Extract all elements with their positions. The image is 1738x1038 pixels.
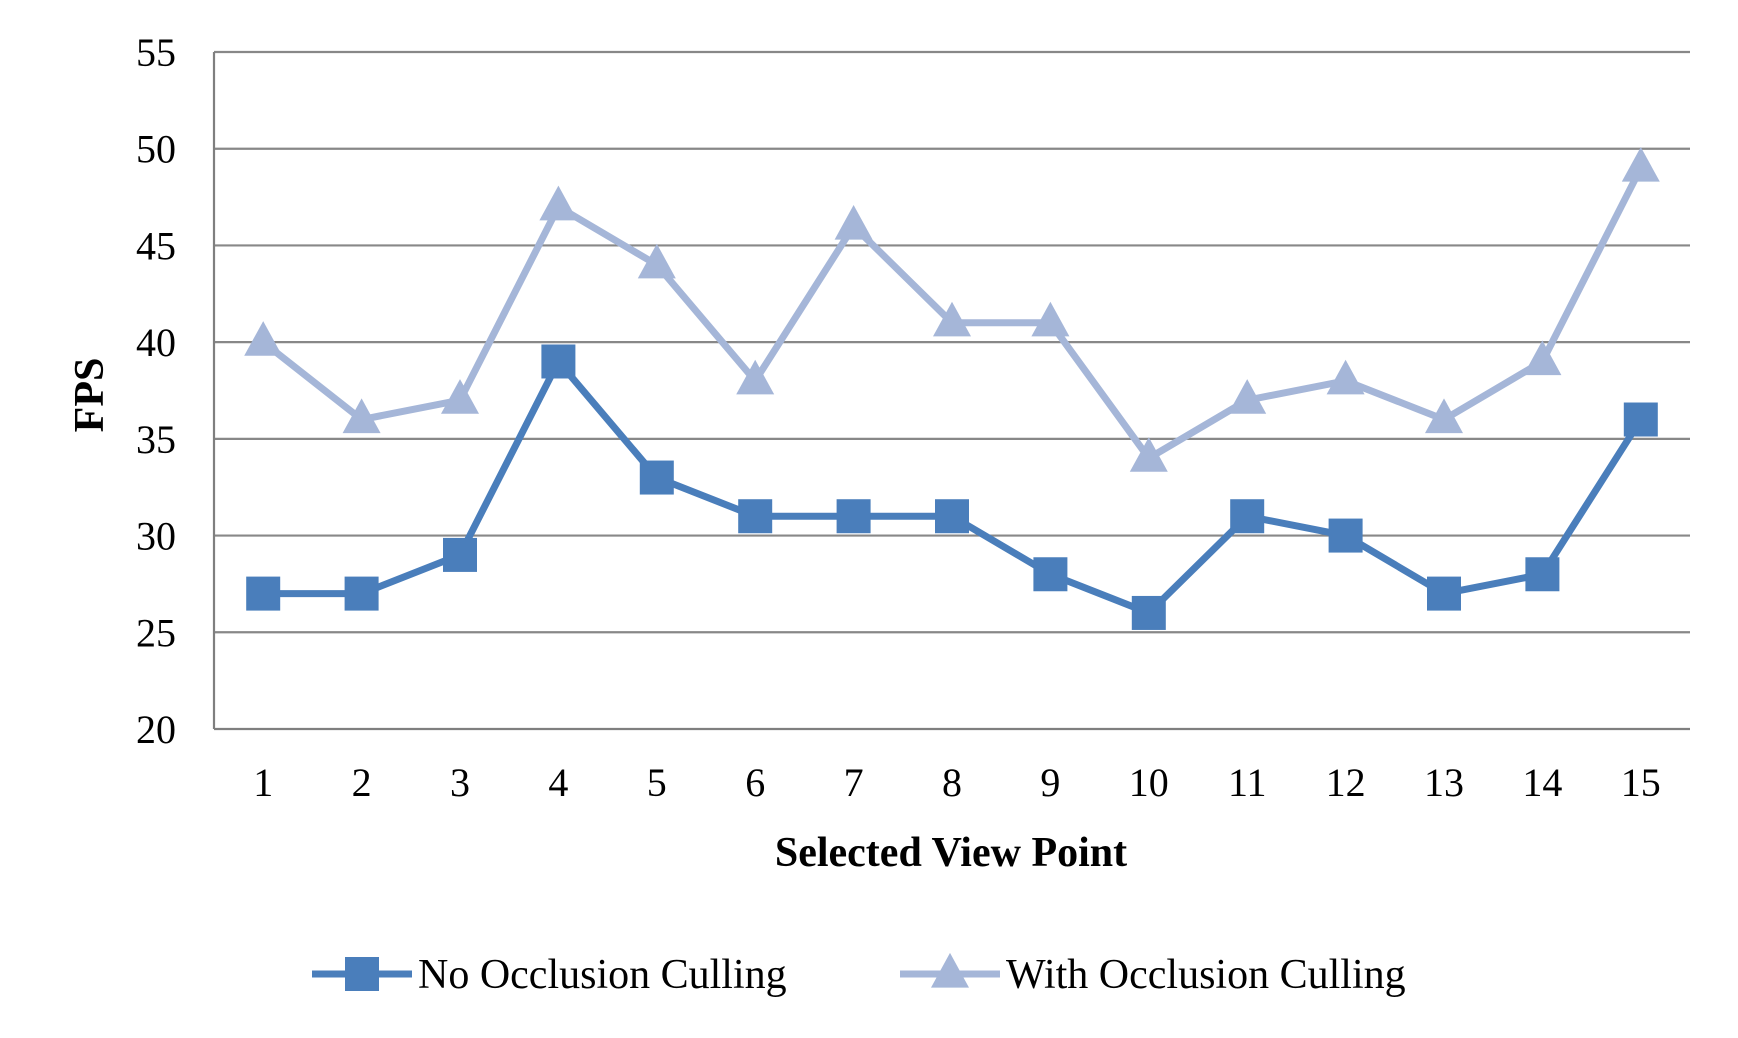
x-tick-label: 6 [745, 760, 765, 805]
data-point [1228, 379, 1267, 414]
data-point [1427, 576, 1461, 611]
legend-label: With Occlusion Culling [1006, 952, 1406, 998]
data-point [1328, 518, 1363, 553]
y-axis-ticks: 20 25 30 35 40 45 50 55 [136, 30, 176, 752]
y-axis-title: FPS [67, 358, 113, 433]
x-tick-label: 12 [1326, 760, 1366, 805]
data-point [1523, 340, 1562, 376]
x-tick-label: 13 [1424, 760, 1464, 805]
data-point [639, 460, 674, 495]
x-tick-label: 5 [647, 760, 667, 805]
x-tick-label: 3 [450, 760, 470, 805]
data-point [541, 344, 576, 379]
data-point [441, 379, 479, 414]
x-axis-ticks: 1 2 3 4 5 6 7 8 9 10 11 12 13 14 15 [253, 760, 1661, 805]
data-point [342, 398, 381, 434]
legend-label: No Occlusion Culling [418, 952, 787, 998]
legend-marker [345, 957, 379, 991]
data-point [246, 576, 281, 611]
y-tick-label: 50 [136, 127, 176, 172]
data-point [1033, 557, 1068, 592]
data-point [738, 499, 773, 534]
legend-item-1: No Occlusion Culling [312, 952, 787, 998]
y-tick-label: 55 [136, 30, 176, 75]
data-point [1129, 437, 1168, 472]
x-axis-title: Selected View Point [775, 830, 1127, 876]
data-point [244, 321, 283, 356]
data-point [443, 537, 477, 572]
data-point [344, 576, 379, 611]
data-point [637, 243, 676, 279]
series-layer [244, 146, 1660, 630]
data-point [1525, 557, 1560, 592]
x-tick-label: 9 [1040, 760, 1060, 805]
y-tick-label: 30 [136, 514, 176, 559]
series-2 [244, 146, 1660, 472]
x-tick-label: 7 [844, 760, 864, 805]
x-tick-label: 11 [1228, 760, 1267, 805]
x-tick-label: 10 [1129, 760, 1169, 805]
data-point [736, 359, 775, 395]
data-point [1425, 398, 1463, 434]
x-tick-label: 2 [352, 760, 372, 805]
data-point [1621, 146, 1660, 182]
x-tick-label: 15 [1621, 760, 1661, 805]
x-tick-label: 1 [253, 760, 273, 805]
y-tick-label: 20 [136, 707, 176, 752]
data-point [1623, 402, 1658, 437]
data-point [836, 499, 871, 534]
data-point [539, 185, 578, 221]
y-tick-label: 45 [136, 223, 176, 268]
data-point [834, 205, 873, 240]
legend: No Occlusion Culling With Occlusion Culli… [312, 952, 1406, 998]
y-tick-label: 25 [136, 610, 176, 655]
gridlines [212, 50, 1690, 731]
data-point [935, 499, 969, 534]
x-tick-label: 4 [548, 760, 568, 805]
y-tick-label: 40 [136, 320, 176, 365]
x-tick-label: 8 [942, 760, 962, 805]
series-1 [246, 344, 1658, 630]
data-point [933, 301, 971, 337]
data-point [1230, 499, 1265, 534]
legend-marker [931, 952, 969, 988]
y-tick-label: 35 [136, 417, 176, 462]
x-tick-label: 14 [1522, 760, 1562, 805]
data-point [1031, 301, 1070, 337]
legend-item-2: With Occlusion Culling [900, 952, 1406, 998]
data-point [1131, 595, 1166, 630]
data-point [1326, 359, 1365, 395]
